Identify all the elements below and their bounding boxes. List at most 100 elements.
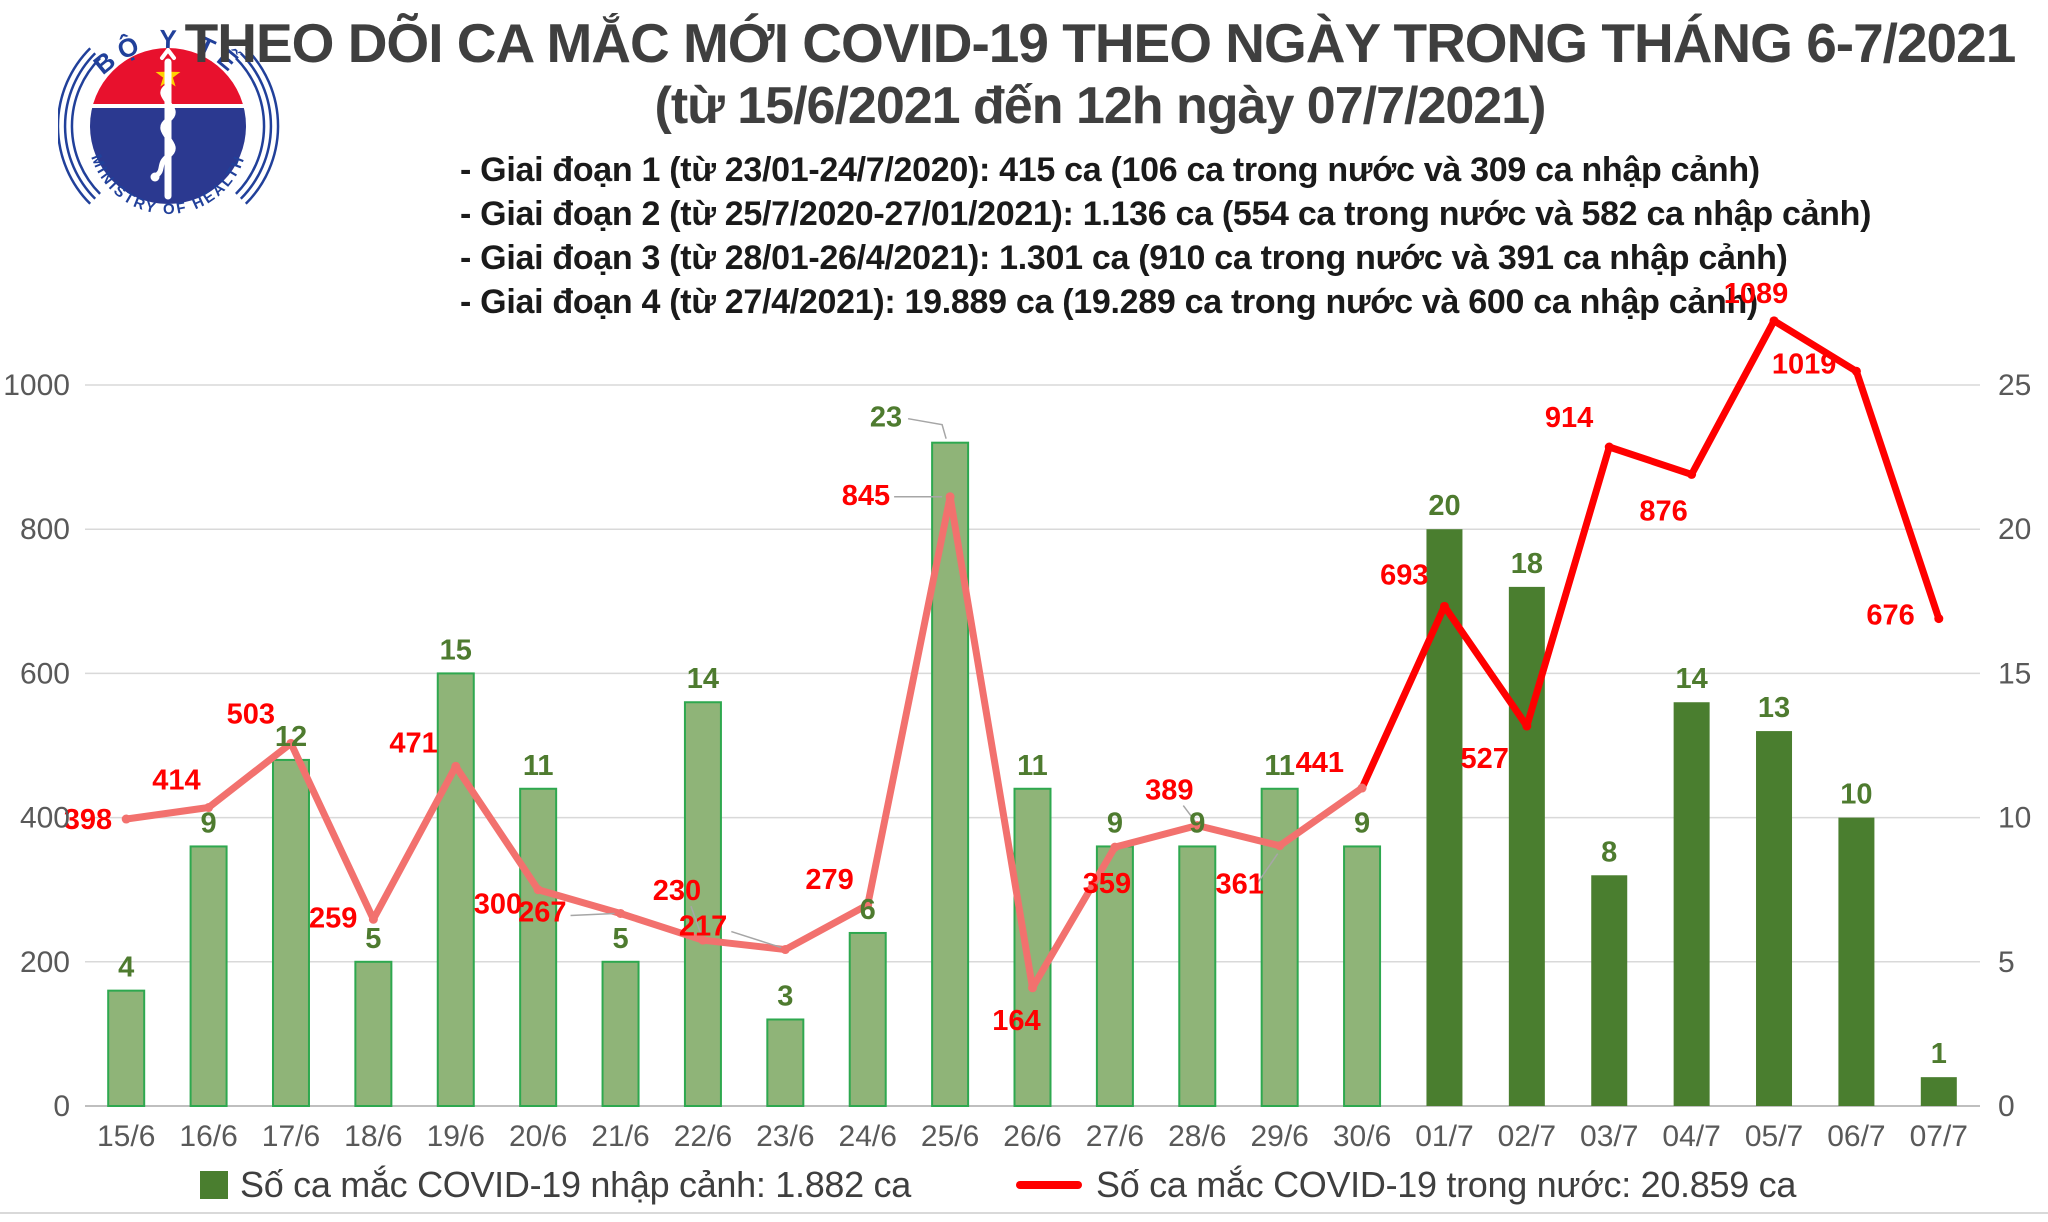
bar-label: 11 [1264,750,1295,782]
bar-label: 9 [1107,807,1123,839]
x-axis-label: 07/7 [1910,1120,1968,1153]
data-labels: 4 9 12 5 15 11 5 14 3 6 23 11 9 9 11 9 20 18 8 14 13 10 1 398 41… [64,278,1947,1070]
x-axis-label: 03/7 [1580,1120,1638,1153]
line-label: 441 [1296,747,1344,779]
line-label: 389 [1145,775,1193,807]
line-label: 845 [842,480,890,512]
line-label: 1089 [1724,278,1789,310]
bar [601,960,640,1107]
bar-label: 4 [118,952,134,984]
bar-label: 9 [1189,807,1205,839]
x-axis-label: 21/6 [591,1120,649,1153]
divider [0,1212,2048,1214]
line-label: 914 [1545,402,1593,434]
header: THEO DÕI CA MẮC MỚI COVID-19 THEO NGÀY T… [100,12,2048,136]
left-axis-tick: 0 [53,1090,70,1123]
line-point [1275,841,1285,851]
line-point [1192,821,1202,831]
asclepius-staff-icon [150,46,176,200]
bar [766,1018,805,1107]
x-axis-label: 19/6 [427,1120,485,1153]
bar-label: 6 [860,894,876,926]
left-axis-tick: 400 [20,802,70,835]
bar-label: 18 [1511,548,1543,580]
left-axis-tick: 200 [20,946,70,979]
phase-2-line: - Giai đoạn 2 (từ 25/7/2020-27/01/2021):… [460,195,1872,233]
line-point [533,885,543,895]
line-domestic-late [1358,317,1943,792]
bar-label: 9 [1354,807,1370,839]
right-axis-tick: 20 [1998,513,2031,546]
line-label: 359 [1083,868,1131,900]
bar-label: 13 [1758,692,1790,724]
bar [189,845,228,1107]
bar [1838,817,1875,1106]
bar-label: 10 [1840,779,1872,811]
bar [107,989,146,1108]
legend-domestic-label: Số ca mắc COVID-19 trong nước: 20.859 ca [1096,1164,1797,1205]
line-label: 279 [805,864,853,896]
line-label: 217 [679,911,727,943]
bar [1920,1077,1957,1106]
bar [436,672,475,1108]
line-point [780,945,790,955]
line-label: 676 [1866,600,1914,632]
bar [1013,787,1052,1107]
bar-label: 9 [201,807,217,839]
x-axis-label: 18/6 [344,1120,402,1153]
bar-label: 14 [687,663,719,695]
line-point [286,738,296,748]
chart-legend: Số ca mắc COVID-19 nhập cảnh: 1.882 ca S… [0,1164,2048,1214]
bar [1426,529,1463,1106]
x-axis-label: 02/7 [1498,1120,1556,1153]
line-point [945,492,955,502]
line-label: 876 [1639,495,1687,527]
line-series [121,316,1944,993]
line-domestic-early [122,493,1366,992]
bar [1673,702,1710,1106]
line-point [204,803,214,813]
line-swatch-icon [1016,1181,1082,1189]
bar-label: 5 [365,923,381,955]
x-axis-label: 01/7 [1415,1120,1473,1153]
x-axis-label: 28/6 [1168,1120,1226,1153]
page-title: THEO DÕI CA MẮC MỚI COVID-19 THEO NGÀY T… [184,12,2017,74]
logo-side-arcs [58,47,280,205]
ministry-of-health-logo: BỘ Y TẾ MINISTRY OF HEALTH [58,24,280,218]
x-axis-label: 04/7 [1662,1120,1720,1153]
x-axis-label: 23/6 [756,1120,814,1153]
bar [848,931,887,1108]
legend-imported: Số ca mắc COVID-19 nhập cảnh: 1.882 ca [200,1164,911,1206]
line-label: 471 [389,727,437,759]
line-label: 164 [992,1005,1040,1037]
line-label: 398 [64,804,112,836]
line-label: 267 [518,896,566,928]
bar-label: 5 [612,923,628,955]
right-axis-tick: 10 [1998,802,2031,835]
x-axis-label: 15/6 [97,1120,155,1153]
bar [1178,845,1217,1107]
line-point [1851,366,1861,376]
bar-label: 3 [777,980,793,1012]
x-axis-label: 27/6 [1086,1120,1144,1153]
line-label: 230 [653,875,701,907]
x-axis-label: 17/6 [262,1120,320,1153]
bar-label: 14 [1675,663,1707,695]
right-axis-tick: 0 [1998,1090,2015,1123]
bar [354,960,393,1107]
x-axis-label: 16/6 [179,1120,237,1153]
x-axis-label: 25/6 [921,1120,979,1153]
line-label: 300 [474,889,522,921]
line-label: 503 [227,698,275,730]
line-point [451,761,461,771]
line-point [863,900,873,910]
left-axis-tick: 1000 [3,369,70,402]
x-axis-label: 22/6 [674,1120,732,1153]
right-axis-tick: 5 [1998,946,2015,979]
legend-imported-label: Số ca mắc COVID-19 nhập cảnh: 1.882 ca [240,1164,911,1205]
line-label: 414 [152,765,200,797]
left-axis-tick: 600 [20,657,70,690]
bar-label: 12 [275,721,307,753]
